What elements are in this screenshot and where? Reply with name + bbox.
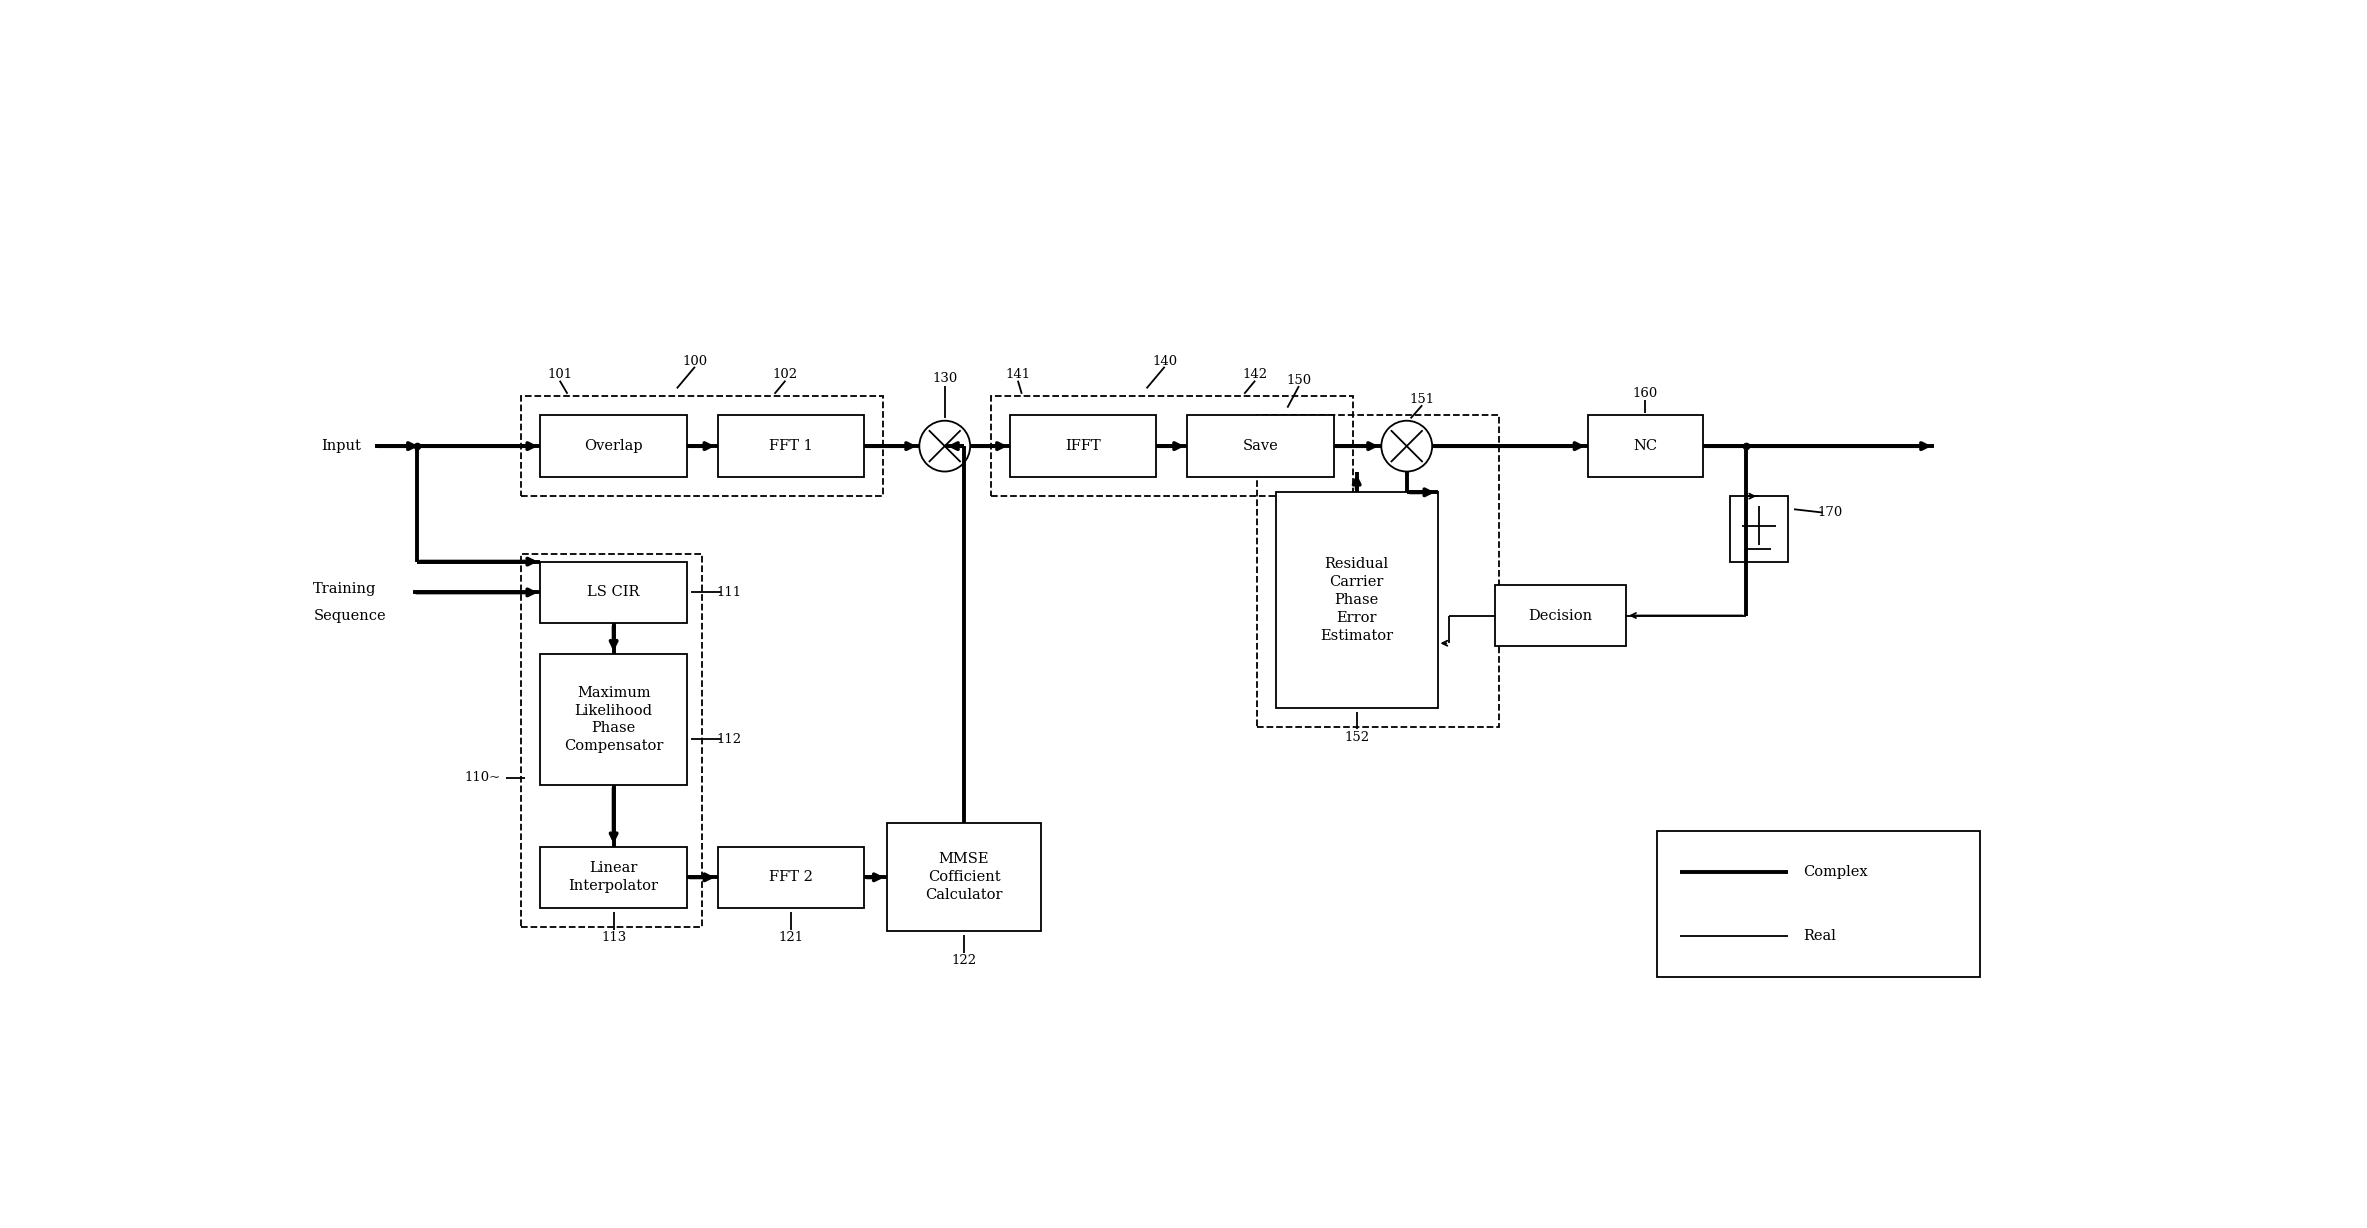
Text: FFT 2: FFT 2 [769,871,812,884]
Text: 113: 113 [601,931,627,944]
FancyBboxPatch shape [1657,831,1981,977]
Text: 142: 142 [1243,368,1269,381]
FancyBboxPatch shape [1588,415,1704,476]
Text: 140: 140 [1153,355,1176,368]
Text: 141: 141 [1006,368,1030,381]
Text: FFT 1: FFT 1 [769,440,812,453]
Text: Linear
Interpolator: Linear Interpolator [568,861,658,893]
FancyBboxPatch shape [540,655,686,785]
Circle shape [1382,421,1432,472]
Text: 150: 150 [1285,375,1311,387]
Text: NC: NC [1633,440,1657,453]
Text: Residual
Carrier
Phase
Error
Estimator: Residual Carrier Phase Error Estimator [1321,558,1394,642]
Text: Complex: Complex [1804,865,1868,879]
FancyBboxPatch shape [1011,415,1157,476]
FancyBboxPatch shape [1496,585,1626,646]
Text: Maximum
Likelihood
Phase
Compensator: Maximum Likelihood Phase Compensator [563,685,663,753]
FancyBboxPatch shape [1276,492,1437,707]
Text: 101: 101 [547,368,573,381]
Text: Overlap: Overlap [585,440,644,453]
FancyBboxPatch shape [717,415,864,476]
FancyBboxPatch shape [540,846,686,909]
Circle shape [918,421,970,472]
Text: 160: 160 [1633,387,1657,400]
Text: 151: 151 [1411,393,1434,405]
Text: Training: Training [312,582,376,596]
FancyBboxPatch shape [540,561,686,624]
Text: 102: 102 [774,368,798,381]
Text: 130: 130 [933,372,956,384]
Text: Real: Real [1804,930,1837,943]
Text: 112: 112 [717,733,741,745]
Text: Input: Input [322,440,360,453]
Text: 121: 121 [779,931,802,944]
Text: Decision: Decision [1529,609,1593,623]
Text: Save: Save [1243,440,1278,453]
Text: MMSE
Cofficient
Calculator: MMSE Cofficient Calculator [925,852,1004,903]
FancyBboxPatch shape [717,846,864,909]
FancyBboxPatch shape [1188,415,1333,476]
Text: 100: 100 [682,355,708,368]
Text: IFFT: IFFT [1065,440,1101,453]
FancyBboxPatch shape [540,415,686,476]
Text: LS CIR: LS CIR [587,586,639,599]
Text: 122: 122 [952,954,978,966]
Text: Sequence: Sequence [312,609,386,623]
Text: 170: 170 [1818,506,1844,519]
FancyBboxPatch shape [1730,496,1787,561]
Text: 152: 152 [1344,731,1368,744]
Text: 110~: 110~ [464,771,502,785]
FancyBboxPatch shape [888,824,1041,931]
Text: 111: 111 [717,586,741,599]
